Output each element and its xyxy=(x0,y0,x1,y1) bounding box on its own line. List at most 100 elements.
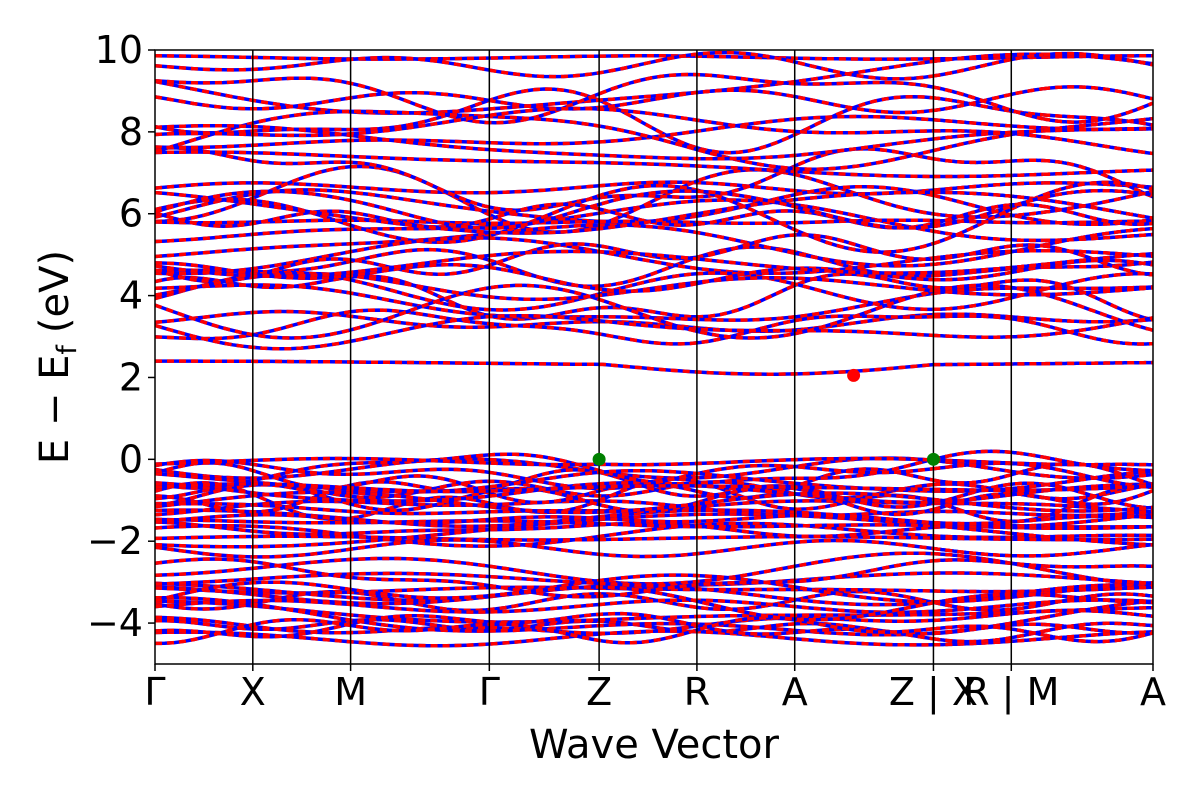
band-72-seg-0-dashed xyxy=(155,249,934,279)
band-19-seg-2-dashed xyxy=(1042,482,1153,510)
band-71-seg-1-dashed xyxy=(933,264,1044,282)
band-edge-markers xyxy=(592,368,940,466)
band-29-seg-2-dashed xyxy=(1043,564,1153,569)
band-36-seg-2-dashed xyxy=(1043,469,1153,487)
x-tick-label-2: M xyxy=(334,670,367,714)
band-16-seg-1-dashed xyxy=(933,615,1044,635)
x-tick-label-5: R xyxy=(684,670,710,714)
band-34-seg-1-dashed xyxy=(933,449,1044,462)
y-tick-label-1: 8 xyxy=(119,110,143,154)
band-70-seg-2-dashed xyxy=(1043,286,1153,297)
band-31-seg-0-dashed xyxy=(155,611,934,641)
band-64-seg-1-dashed xyxy=(933,243,1044,261)
band-52-seg-2-dashed xyxy=(1043,168,1153,177)
band-46-seg-1-dashed xyxy=(933,87,1044,113)
band-39-seg-1-dashed xyxy=(933,181,1044,192)
y-tick-label-4: 2 xyxy=(119,355,143,399)
band-61-seg-2-dashed xyxy=(1042,51,1153,67)
band-31-seg-2-dashed xyxy=(1042,621,1153,634)
y-tick-label-0: 10 xyxy=(95,28,143,72)
band-43-seg-1-dashed xyxy=(933,265,1044,278)
band-52-seg-1-dashed xyxy=(933,172,1044,179)
x-axis-ticks: Γ X M Γ Z R A Z | XR | M A xyxy=(144,664,1166,715)
band-45-seg-0-dashed xyxy=(155,59,934,115)
band-31-seg-1-dashed xyxy=(933,629,1044,644)
band-3-seg-2-dashed xyxy=(1042,472,1153,480)
band-58-seg-0-dashed xyxy=(155,218,934,226)
band-67-seg-2-dashed xyxy=(1042,323,1153,346)
band-54-seg-0-dashed xyxy=(155,109,934,171)
band-30-seg-0-dashed xyxy=(155,490,934,515)
band-17-seg-1-dashed xyxy=(933,509,1044,517)
band-22-seg-2-dashed xyxy=(1043,514,1153,522)
band-64-seg-0-dashed xyxy=(155,233,934,284)
band-72-seg-2-dashed xyxy=(1043,251,1153,267)
band-30-seg-1-dashed xyxy=(933,497,1044,512)
band-59-seg-1-solid xyxy=(933,202,1044,226)
band-33-seg-0-dashed xyxy=(155,580,934,622)
band-63-seg-2-dashed xyxy=(1043,317,1153,324)
band-10-seg-0-dashed xyxy=(155,508,934,529)
band-53-seg-0-dashed xyxy=(155,283,934,322)
vbm-marker-0 xyxy=(592,452,606,466)
band-47-seg-2-dashed xyxy=(1042,226,1153,247)
x-tick-label-9: A xyxy=(1140,670,1166,714)
band-70-seg-1-dashed xyxy=(933,288,1044,297)
band-59-seg-2-dashed xyxy=(1042,204,1153,226)
band-42-seg-2-dashed xyxy=(1043,113,1153,127)
band-cbm-seg-1-dashed xyxy=(933,361,1044,367)
band-64-seg-2-dashed xyxy=(1042,244,1153,277)
band-66-seg-1-dashed xyxy=(933,129,1044,141)
band-61-seg-0-dashed xyxy=(155,50,934,81)
band-vbm-seg-0-dashed xyxy=(155,456,934,467)
x-tick-label-6: A xyxy=(782,670,808,714)
band-34-seg-0-dashed xyxy=(155,452,934,490)
band-21-seg-1-dashed xyxy=(933,551,1044,572)
band-20-seg-1-dashed xyxy=(933,637,1044,647)
band-69-seg-1-dashed xyxy=(933,283,1044,296)
kpoint-lines xyxy=(252,50,1013,664)
band-33-seg-2-dashed xyxy=(1043,593,1153,605)
band-8-seg-2-dashed xyxy=(1043,524,1153,531)
y-axis-title-main: E − E xyxy=(32,355,78,465)
band-32-seg-0-dashed xyxy=(155,616,934,646)
band-37-seg-0-dashed xyxy=(155,482,934,494)
band-37-seg-1-dashed xyxy=(933,487,1044,493)
band-50-seg-0-dashed xyxy=(155,114,934,150)
band-7-seg-2-dashed xyxy=(1042,482,1153,501)
band-4-seg-0-dashed xyxy=(155,520,934,539)
band-32-seg-1-dashed xyxy=(933,624,1044,637)
band-48-seg-2-dashed xyxy=(1043,158,1153,199)
y-tick-label-2: 6 xyxy=(119,192,143,236)
band-14-seg-0-dashed xyxy=(155,538,934,559)
band-62-seg-0-dashed xyxy=(155,189,934,230)
band-22-seg-1-dashed xyxy=(933,517,1044,526)
band-12-seg-2-dashed xyxy=(1043,502,1153,514)
band-6-seg-2-dashed xyxy=(1043,622,1153,635)
band-35-seg-0-dashed xyxy=(155,458,934,491)
band-67-seg-1-dashed xyxy=(933,314,1044,327)
band-38-seg-1-dashed xyxy=(933,229,1044,243)
band-56-seg-2-dashed xyxy=(1043,135,1153,156)
band-46-seg-2-dashed xyxy=(1042,85,1153,101)
band-13-seg-1-dashed xyxy=(933,609,1044,623)
band-50-seg-1-dashed xyxy=(933,118,1044,130)
band-67-seg-0-solid xyxy=(155,308,934,346)
y-tick-label-5: 0 xyxy=(119,437,143,481)
band-cbm-seg-2-dashed xyxy=(1043,360,1153,366)
band-24-seg-1-dashed xyxy=(933,600,1044,614)
band-25-seg-1-dashed xyxy=(933,591,1044,604)
band-25-seg-2-dashed xyxy=(1042,580,1153,596)
y-axis-title-unit: (eV) xyxy=(32,250,78,333)
band-32-seg-2-dashed xyxy=(1042,631,1153,644)
band-42-seg-1-dashed xyxy=(933,96,1044,117)
band-60-seg-2-dashed xyxy=(1042,198,1153,220)
band-30-seg-2-dashed xyxy=(1043,505,1153,513)
band-19-seg-1-dashed xyxy=(933,481,1044,505)
band-6-seg-0-dashed xyxy=(155,617,934,636)
band-53-seg-2-dashed xyxy=(1043,285,1153,291)
band-58-seg-1-dashed xyxy=(933,218,1044,225)
y-tick-label-7: −4 xyxy=(87,601,143,645)
y-axis-title-sub: f xyxy=(52,344,83,355)
